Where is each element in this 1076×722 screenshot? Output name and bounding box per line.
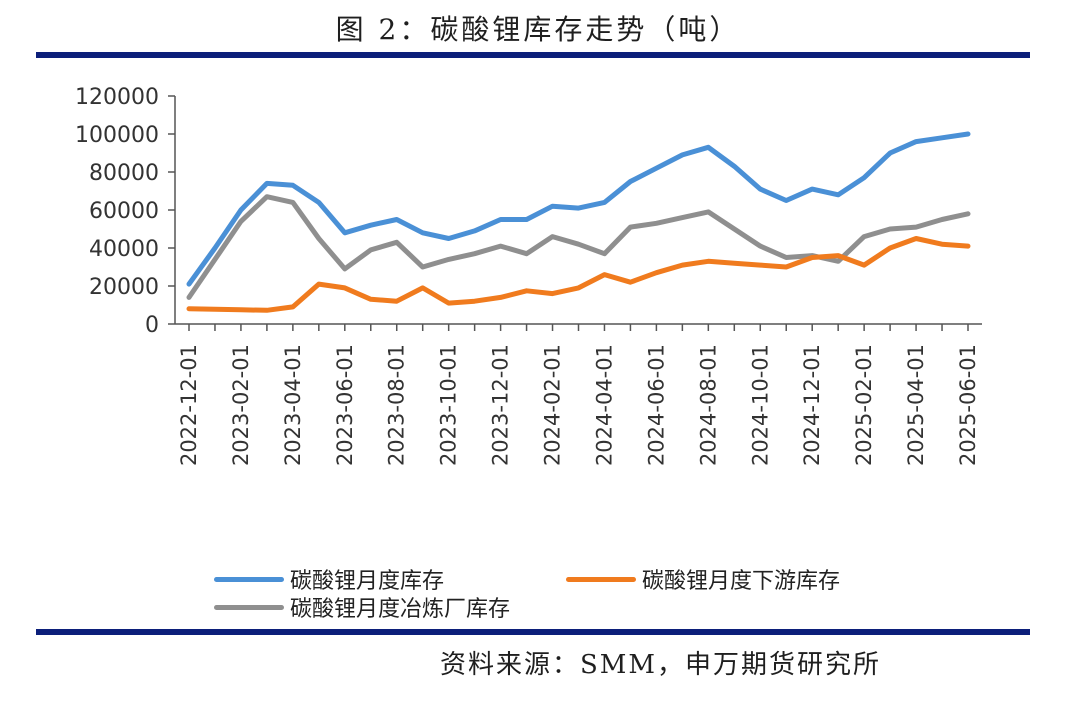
x-tick-label: 2025-02-01 <box>852 344 876 466</box>
x-tick-label: 2022-12-01 <box>177 344 201 466</box>
y-tick-label: 40000 <box>89 237 159 262</box>
y-tick-label: 80000 <box>89 161 159 186</box>
x-tick-label: 2023-10-01 <box>437 344 461 466</box>
legend-swatch-smelter <box>214 604 284 610</box>
top-divider <box>36 52 1030 58</box>
legend-label-smelter: 碳酸锂月度冶炼厂库存 <box>290 597 511 622</box>
x-tick-label: 2024-12-01 <box>800 344 824 466</box>
legend-label-downstream: 碳酸锂月度下游库存 <box>642 569 841 594</box>
x-tick-label: 2023-08-01 <box>385 344 409 466</box>
x-tick-label: 2023-04-01 <box>281 344 305 466</box>
y-tick-label: 120000 <box>75 85 159 110</box>
series-line-2 <box>186 236 971 313</box>
legend-swatch-downstream <box>566 576 636 582</box>
x-tick-label: 2023-02-01 <box>229 344 253 466</box>
y-tick-label: 20000 <box>89 275 159 300</box>
y-tick-label: 100000 <box>75 123 159 148</box>
x-tick-label: 2023-06-01 <box>333 344 357 466</box>
bottom-divider <box>36 629 1030 635</box>
source-note: 资料来源：SMM，申万期货研究所 <box>440 650 882 680</box>
legend-item-downstream: 碳酸锂月度下游库存 <box>566 563 840 595</box>
x-tick-label: 2024-06-01 <box>644 344 668 466</box>
series-line-3 <box>186 194 971 300</box>
legend-item-smelter: 碳酸锂月度冶炼厂库存 <box>214 591 510 623</box>
x-tick-label: 2024-04-01 <box>592 344 616 466</box>
series-line-1 <box>186 131 971 287</box>
x-tick-label: 2023-12-01 <box>489 344 513 466</box>
x-tick-label: 2024-08-01 <box>696 344 720 466</box>
x-tick-label: 2024-10-01 <box>748 344 772 466</box>
legend-label-inventory: 碳酸锂月度库存 <box>290 569 445 594</box>
chart-title: 图 2：碳酸锂库存走势（吨） <box>335 13 741 46</box>
line-chart: 0 20000 40000 60000 80000 100000 120000 2022-12… <box>75 85 982 466</box>
x-tick-label: 2025-06-01 <box>956 344 980 466</box>
y-tick-label: 60000 <box>89 199 159 224</box>
x-tick-label: 2025-04-01 <box>904 344 928 466</box>
x-tick-label: 2024-02-01 <box>541 344 565 466</box>
legend-swatch-inventory <box>214 576 284 582</box>
y-tick-label: 0 <box>145 313 159 338</box>
legend-item-inventory: 碳酸锂月度库存 <box>214 563 444 595</box>
